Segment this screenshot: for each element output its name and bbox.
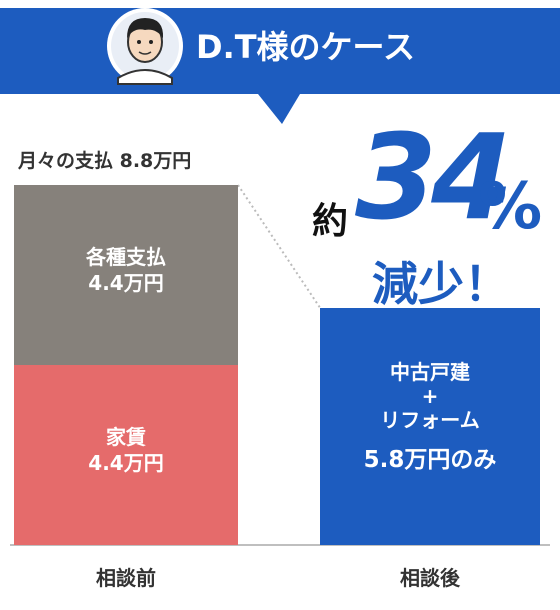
chart-title: 月々の支払 8.8万円 (18, 150, 192, 172)
segment-name: 家賃 (106, 425, 146, 449)
x-tick-label: 相談前 (96, 566, 156, 590)
connector (237, 184, 321, 309)
header-title: D.T様のケース (196, 28, 415, 66)
value-label: 5.8万円のみ (363, 446, 497, 473)
avatar (107, 8, 183, 85)
value-label: 4.4万円 (88, 451, 164, 475)
bar-segment: 家賃 4.4万円 (14, 365, 238, 545)
bar-segment: 中古戸建 + リフォーム 5.8万円のみ (320, 307, 540, 545)
pointer (258, 94, 300, 124)
annotation-value: 34 (355, 108, 513, 246)
header-band (0, 8, 560, 94)
bar-segment: 各種支払 4.4万円 (14, 185, 238, 365)
annotation-prefix: 約 (312, 201, 349, 242)
annotation-suffix: 減少！ (372, 257, 510, 311)
annotation-unit: % (478, 170, 543, 244)
segment-name: 中古戸建 + リフォーム (380, 359, 480, 432)
x-tick-label: 相談後 (400, 566, 460, 590)
segment-name: 各種支払 (86, 245, 166, 269)
value-label: 4.4万円 (88, 271, 164, 295)
